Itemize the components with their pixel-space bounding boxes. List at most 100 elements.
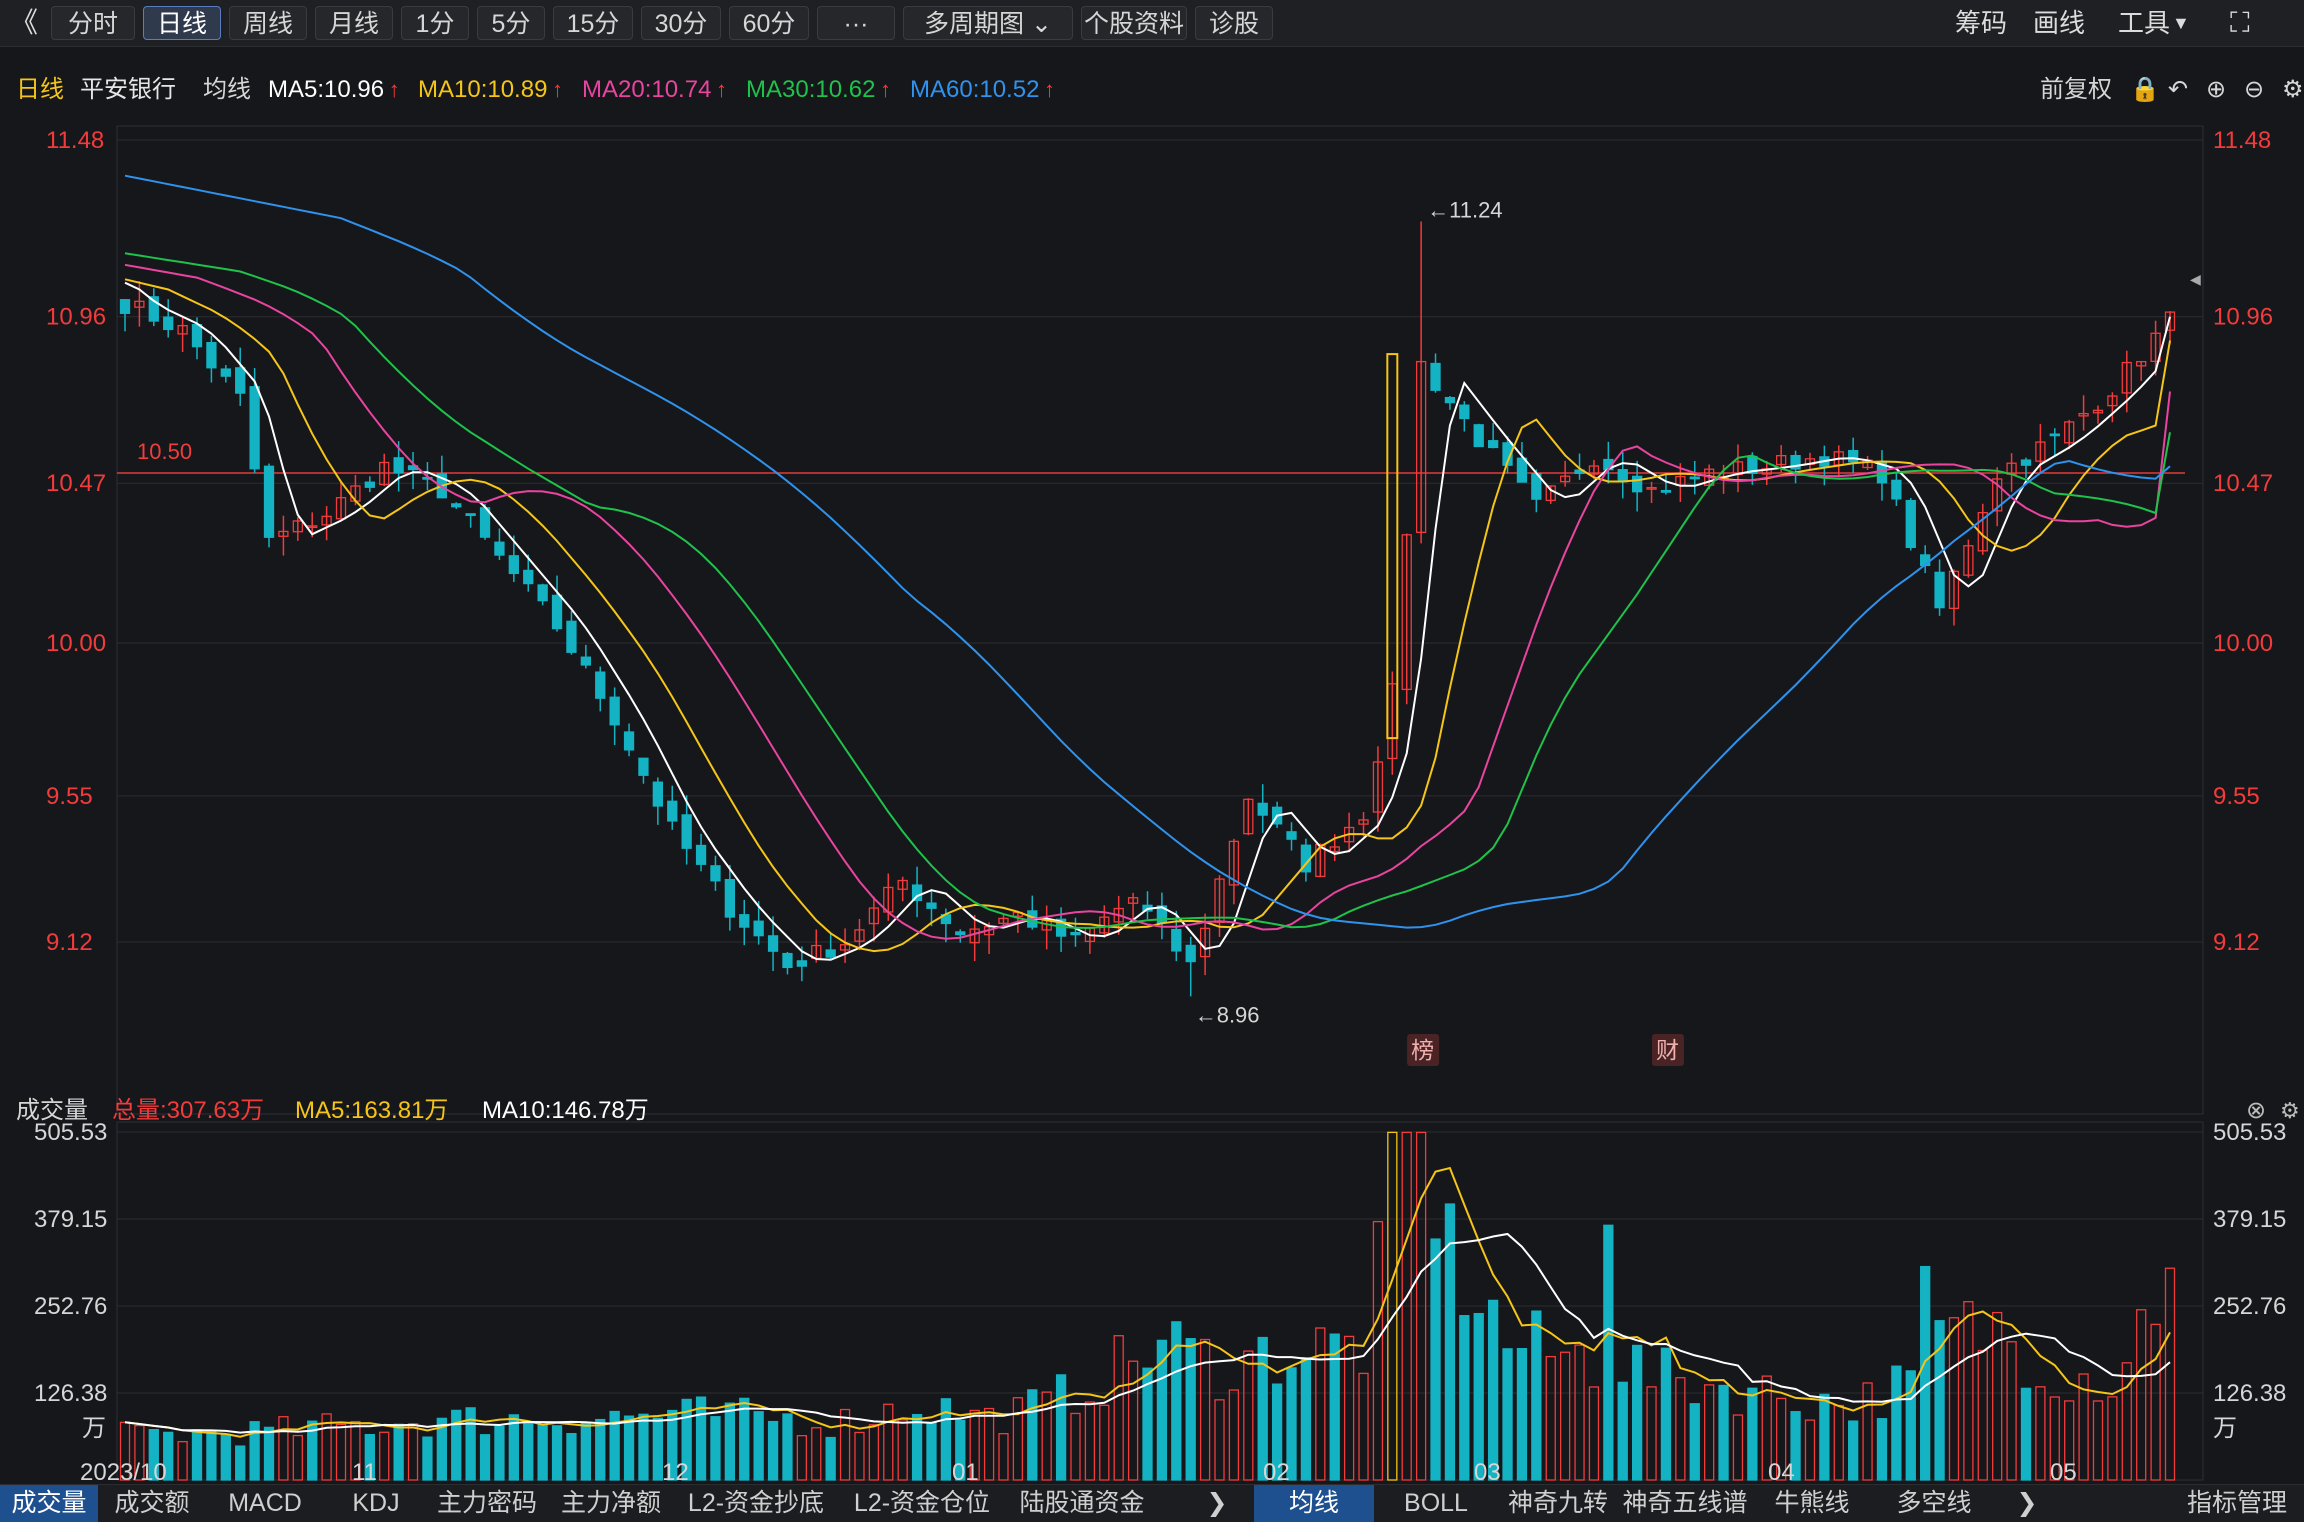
candle-body: [1185, 944, 1196, 963]
event-tag-box[interactable]: [1651, 1034, 1684, 1066]
candle-body: [782, 952, 793, 969]
volume-bar: [1934, 1320, 1945, 1481]
gear-icon[interactable]: ⚙: [2280, 1098, 2300, 1123]
settings-icon[interactable]: ⚙: [2282, 76, 2304, 103]
volume-bar: [983, 1407, 995, 1481]
overlay-tab-5[interactable]: 多空线: [1896, 1489, 1972, 1517]
indicator-manage-button[interactable]: 指标管理: [2186, 1489, 2287, 1517]
volume-bar: [1243, 1350, 1254, 1481]
volume-ma5: MA5:163.81万: [295, 1097, 448, 1124]
volume-bar: [868, 1424, 880, 1481]
candle-body: [537, 584, 548, 602]
volume-bar: [307, 1420, 318, 1481]
candle-body: [1401, 534, 1412, 691]
period-tab-11[interactable]: 个股资料: [1081, 6, 1187, 40]
tools-button[interactable]: 工具: [2118, 8, 2171, 38]
candle-body: [1372, 761, 1384, 813]
volume-bar: [595, 1418, 606, 1481]
x-axis-label: 05: [2050, 1459, 2077, 1484]
period-tab-10[interactable]: 多周期图 ⌄: [903, 6, 1073, 40]
period-tab-0[interactable]: 分时: [51, 6, 135, 40]
close-icon[interactable]: ⊗: [2246, 1097, 2266, 1124]
overlay-scroll-right-icon[interactable]: ❯: [2016, 1489, 2038, 1517]
indicator-tab-4[interactable]: 主力密码: [436, 1489, 537, 1517]
period-tab-3[interactable]: 月线: [315, 6, 393, 40]
candle-body: [523, 569, 534, 585]
candle-body: [235, 367, 246, 394]
volume-y-tick-left: 379.15: [34, 1206, 107, 1233]
period-tab-12[interactable]: 诊股: [1195, 6, 1273, 40]
volume-bar: [753, 1411, 764, 1481]
back-icon[interactable]: 《: [10, 7, 39, 38]
volume-y-tick-left: 126.38: [34, 1380, 107, 1407]
overlay-tab-4[interactable]: 牛熊线: [1774, 1489, 1850, 1517]
expand-icon[interactable]: ⛶: [2230, 7, 2250, 38]
candle-body: [1502, 442, 1513, 466]
x-axis-label: 04: [1768, 1459, 1795, 1484]
y-tick-right: 10.47: [2213, 470, 2273, 497]
indicator-tab-1[interactable]: 成交额: [114, 1489, 190, 1517]
volume-bar: [1012, 1397, 1024, 1481]
indicator-tab-7[interactable]: L2-资金仓位: [853, 1489, 991, 1517]
indicator-tab-8[interactable]: 陆股通资金: [1019, 1489, 1145, 1517]
volume-y-tick-left: 505.53: [34, 1119, 107, 1146]
y-tick-right: 11.48: [2213, 127, 2271, 154]
volume-bar: [1646, 1386, 1657, 1481]
volume-bar: [436, 1417, 447, 1481]
candle-body: [2107, 395, 2118, 407]
candle-body: [1905, 499, 1916, 549]
overlay-tab-0[interactable]: 均线: [1254, 1485, 1374, 1522]
period-tab-4[interactable]: 1分: [401, 6, 469, 40]
overlay-tab-2[interactable]: 神奇九转: [1507, 1489, 1608, 1517]
candle-body: [1228, 840, 1240, 886]
up-arrow-icon: ↑: [389, 77, 400, 102]
candle-body: [1992, 478, 2003, 512]
volume-bar: [479, 1434, 491, 1481]
candle-body: [1430, 362, 1441, 391]
volume-bar: [1718, 1384, 1729, 1481]
event-tag-box[interactable]: [1407, 1034, 1440, 1066]
period-tab-2[interactable]: 周线: [229, 6, 307, 40]
chevron-down-icon[interactable]: ▼: [2172, 13, 2190, 33]
adjust-label[interactable]: 前复权: [2040, 76, 2112, 103]
candle-body: [1934, 571, 1945, 609]
candle-body: [451, 503, 462, 508]
overlay-tab-1[interactable]: BOLL: [1404, 1489, 1468, 1517]
period-tab-8[interactable]: 60分: [729, 6, 809, 40]
candle-body: [292, 520, 303, 533]
indicator-tab-3[interactable]: KDJ: [352, 1489, 400, 1517]
overlay-tab-3[interactable]: 神奇五线谱: [1622, 1489, 1748, 1517]
candle-body: [321, 515, 332, 526]
indicator-tab-6[interactable]: L2-资金抄底: [687, 1489, 825, 1517]
candle-body: [1329, 846, 1340, 853]
volume-bar: [1372, 1220, 1384, 1481]
volume-bar: [393, 1423, 404, 1481]
event-tag[interactable]: 财: [1656, 1037, 1679, 1063]
candle-body: [1848, 449, 1859, 463]
lock-icon[interactable]: 🔒: [2130, 76, 2160, 103]
candle-body: [1660, 489, 1672, 493]
volume-bar: [134, 1424, 145, 1481]
draw-button[interactable]: 画线: [2033, 8, 2086, 38]
indicator-tab-5[interactable]: 主力净额: [560, 1489, 661, 1517]
period-tab-6[interactable]: 15分: [553, 6, 633, 40]
zoom-out-icon[interactable]: ⊖: [2244, 76, 2264, 103]
period-tab-5[interactable]: 5分: [477, 6, 545, 40]
indicator-tab-0[interactable]: 成交量: [0, 1485, 98, 1522]
undo-icon[interactable]: ↶: [2168, 76, 2188, 103]
period-tab-7[interactable]: 30分: [641, 6, 721, 40]
zoom-in-icon[interactable]: ⊕: [2206, 76, 2226, 103]
candle-body: [1516, 457, 1528, 483]
indicator-tab-2[interactable]: MACD: [228, 1489, 302, 1517]
up-arrow-icon: ↑: [716, 77, 727, 102]
volume-bar: [825, 1436, 836, 1481]
volume-bar: [2006, 1341, 2017, 1481]
volume-bar: [1948, 1317, 1960, 1481]
chips-button[interactable]: 筹码: [1955, 8, 2008, 38]
period-tab-1[interactable]: 日线: [143, 6, 221, 40]
period-tab-9[interactable]: ···: [817, 6, 895, 40]
tabs-scroll-right-icon[interactable]: ❯: [1206, 1489, 1228, 1517]
event-tag[interactable]: 榜: [1411, 1037, 1434, 1063]
volume-bar: [940, 1398, 952, 1481]
ma-line-ma30: [124, 252, 2171, 929]
